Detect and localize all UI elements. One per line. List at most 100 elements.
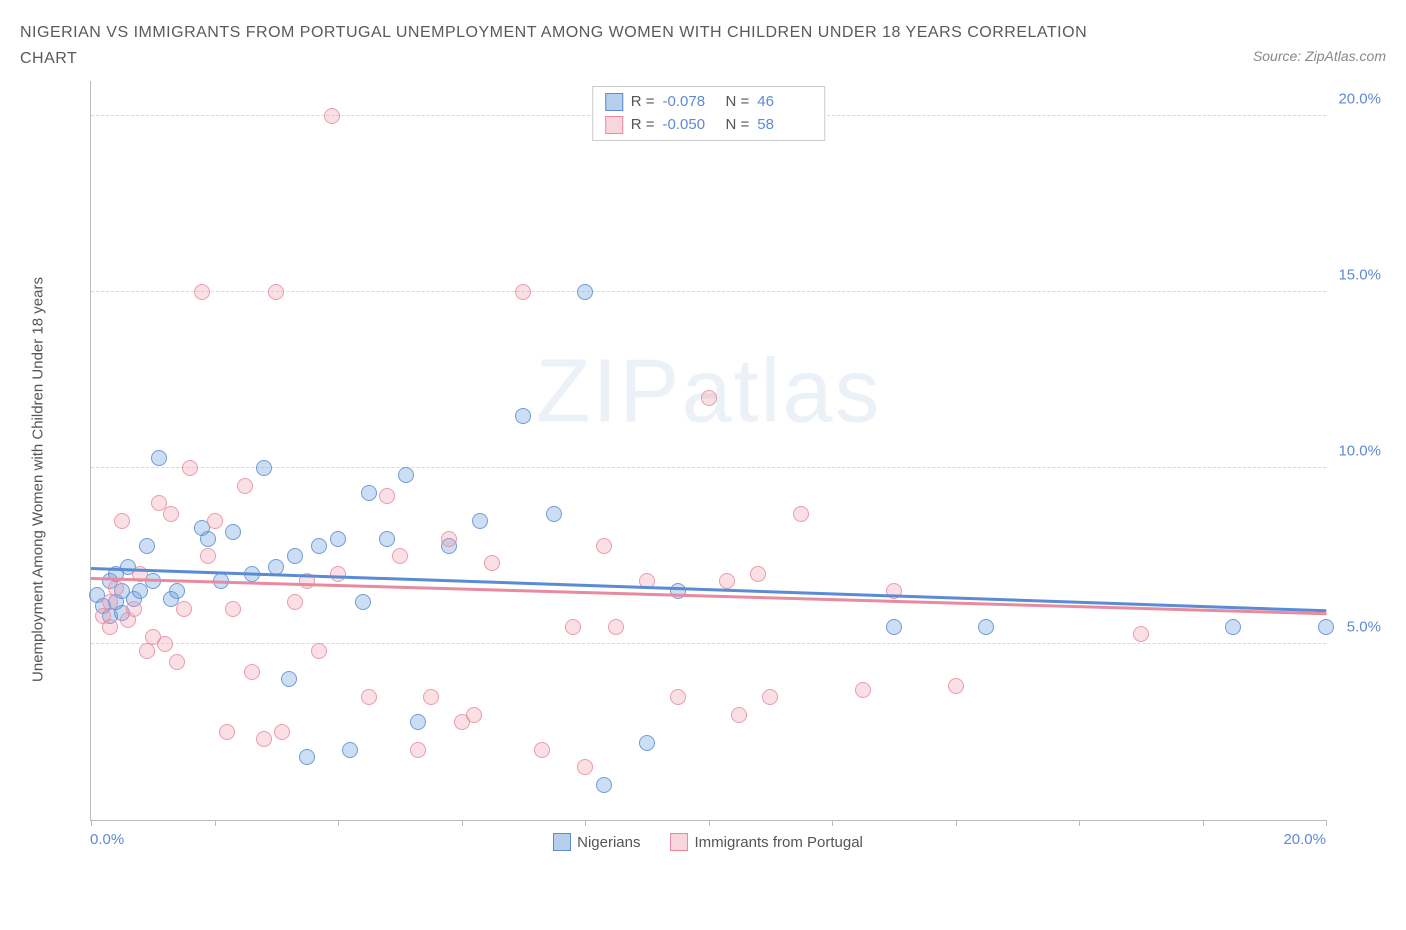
scatter-point: [176, 601, 192, 617]
r-value-pink: -0.050: [663, 114, 718, 137]
scatter-point: [398, 467, 414, 483]
scatter-point: [515, 284, 531, 300]
scatter-point: [169, 654, 185, 670]
scatter-point: [237, 478, 253, 494]
r-label: R =: [631, 114, 655, 137]
scatter-point: [311, 538, 327, 554]
scatter-point: [200, 531, 216, 547]
r-value-blue: -0.078: [663, 91, 718, 114]
scatter-point: [330, 531, 346, 547]
y-tick-label: 5.0%: [1347, 619, 1381, 636]
scatter-point: [750, 566, 766, 582]
scatter-point: [256, 731, 272, 747]
y-axis-label: Unemployment Among Women with Children U…: [30, 277, 47, 682]
scatter-point: [886, 619, 902, 635]
n-label: N =: [726, 114, 750, 137]
scatter-point: [287, 594, 303, 610]
scatter-point: [379, 488, 395, 504]
scatter-point: [596, 777, 612, 793]
trend-line: [91, 577, 1326, 615]
scatter-point: [670, 583, 686, 599]
scatter-point: [392, 548, 408, 564]
legend-item-portugal: Immigrants from Portugal: [670, 833, 862, 851]
stats-row-blue: R = -0.078 N = 46: [605, 91, 813, 114]
x-tick: [1326, 820, 1327, 826]
scatter-point: [608, 619, 624, 635]
scatter-point: [1133, 626, 1149, 642]
x-tick: [215, 820, 216, 826]
bottom-legend: Nigerians Immigrants from Portugal: [90, 833, 1326, 851]
legend-label: Immigrants from Portugal: [694, 834, 862, 851]
x-tick: [1203, 820, 1204, 826]
legend-label: Nigerians: [577, 834, 640, 851]
n-label: N =: [726, 91, 750, 114]
scatter-point: [268, 284, 284, 300]
scatter-point: [274, 724, 290, 740]
scatter-point: [793, 506, 809, 522]
plot-area: ZIPatlas R = -0.078 N = 46 R = -0.050 N …: [90, 81, 1326, 821]
scatter-point: [330, 566, 346, 582]
x-tick: [462, 820, 463, 826]
scatter-point: [731, 707, 747, 723]
scatter-point: [342, 742, 358, 758]
scatter-point: [534, 742, 550, 758]
scatter-point: [169, 583, 185, 599]
chart-title: NIGERIAN VS IMMIGRANTS FROM PORTUGAL UNE…: [20, 20, 1120, 71]
scatter-point: [577, 759, 593, 775]
x-tick: [1079, 820, 1080, 826]
scatter-point: [596, 538, 612, 554]
x-tick: [709, 820, 710, 826]
trend-line: [91, 567, 1326, 612]
y-tick-label: 15.0%: [1338, 267, 1381, 284]
scatter-point: [126, 601, 142, 617]
x-tick: [585, 820, 586, 826]
stats-row-pink: R = -0.050 N = 58: [605, 114, 813, 137]
scatter-point: [256, 460, 272, 476]
scatter-point: [639, 735, 655, 751]
scatter-point: [855, 682, 871, 698]
scatter-point: [108, 580, 124, 596]
scatter-point: [207, 513, 223, 529]
scatter-point: [565, 619, 581, 635]
scatter-point: [102, 619, 118, 635]
scatter-point: [225, 524, 241, 540]
scatter-point: [361, 485, 377, 501]
x-tick: [91, 820, 92, 826]
scatter-point: [978, 619, 994, 635]
plot-wrapper: Unemployment Among Women with Children U…: [70, 81, 1386, 861]
scatter-point: [219, 724, 235, 740]
scatter-point: [151, 450, 167, 466]
gridline: [91, 467, 1326, 468]
scatter-point: [361, 689, 377, 705]
scatter-point: [244, 664, 260, 680]
scatter-point: [114, 513, 130, 529]
x-tick: [338, 820, 339, 826]
scatter-point: [515, 408, 531, 424]
scatter-point: [163, 506, 179, 522]
n-value-blue: 46: [757, 91, 812, 114]
scatter-point: [299, 749, 315, 765]
y-tick-label: 10.0%: [1338, 443, 1381, 460]
scatter-point: [410, 714, 426, 730]
scatter-point: [355, 594, 371, 610]
scatter-point: [701, 390, 717, 406]
scatter-point: [1318, 619, 1334, 635]
r-label: R =: [631, 91, 655, 114]
legend-item-nigerians: Nigerians: [553, 833, 640, 851]
scatter-point: [311, 643, 327, 659]
scatter-point: [948, 678, 964, 694]
scatter-point: [139, 538, 155, 554]
scatter-point: [410, 742, 426, 758]
x-tick: [832, 820, 833, 826]
scatter-point: [670, 689, 686, 705]
swatch-pink-icon: [670, 833, 688, 851]
scatter-point: [423, 689, 439, 705]
chart-container: NIGERIAN VS IMMIGRANTS FROM PORTUGAL UNE…: [20, 20, 1386, 910]
x-tick: [956, 820, 957, 826]
scatter-point: [157, 636, 173, 652]
scatter-point: [484, 555, 500, 571]
scatter-point: [1225, 619, 1241, 635]
stats-legend: R = -0.078 N = 46 R = -0.050 N = 58: [592, 86, 826, 141]
swatch-pink-icon: [605, 116, 623, 134]
n-value-pink: 58: [757, 114, 812, 137]
